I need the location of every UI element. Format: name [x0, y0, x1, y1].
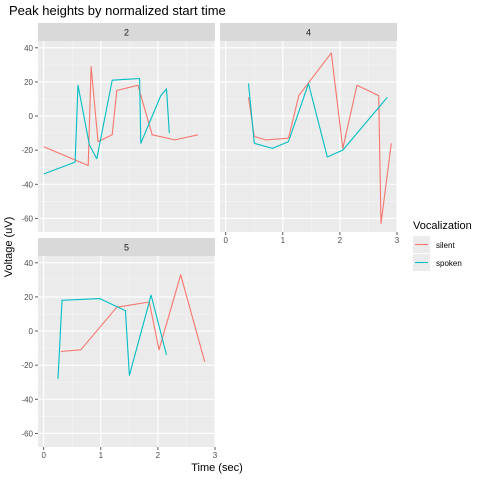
y-tick-label: 20: [24, 78, 33, 87]
facet-panel-4: 4 0 1 2 3: [220, 23, 400, 245]
facet-panel-2: 2 -60 -40 -20 0 20 40: [21, 23, 216, 232]
x-tick-label: 2: [338, 236, 343, 245]
facet-panel-5: 5 -60 -40 -20 0 20 40 0 1 2 3: [21, 238, 218, 460]
y-tick-label: 40: [24, 44, 33, 53]
panel-background: [220, 41, 397, 232]
y-tick-label: -40: [21, 180, 33, 189]
legend: Vocalization silent spoken: [413, 220, 472, 271]
y-tick-label: 40: [24, 259, 33, 268]
y-tick-label: -40: [21, 395, 33, 404]
x-tick-label: 0: [223, 236, 228, 245]
y-tick-label: 20: [24, 293, 33, 302]
facet-strip-label: 2: [124, 28, 129, 38]
legend-label-spoken: spoken: [436, 259, 462, 268]
facet-strip: [220, 23, 397, 41]
series-line-spoken: [57, 294, 168, 379]
panel-background: [38, 256, 215, 447]
series-line-silent: [43, 66, 199, 167]
x-tick-label: 2: [156, 451, 161, 460]
y-tick-label: -20: [21, 361, 33, 370]
x-tick-label: 1: [99, 451, 104, 460]
facet-strip: [38, 238, 215, 256]
y-tick-label: 0: [29, 327, 34, 336]
y-tick-label: -20: [21, 146, 33, 155]
chart-title: Peak heights by normalized start time: [9, 3, 226, 18]
panel-background: [38, 41, 215, 232]
series-line-silent: [247, 52, 392, 225]
facet-strip: [38, 23, 215, 41]
series-line-spoken: [43, 77, 170, 175]
series-line-spoken: [247, 83, 388, 158]
x-tick-label: 3: [395, 236, 400, 245]
legend-title: Vocalization: [413, 220, 472, 232]
facet-strip-label: 5: [124, 243, 129, 253]
legend-label-silent: silent: [436, 241, 455, 250]
y-tick-label: -60: [21, 429, 33, 438]
y-tick-label: 0: [29, 112, 34, 121]
x-axis-label: Time (sec): [191, 462, 243, 474]
y-axis-label: Voltage (uV): [3, 217, 15, 278]
x-tick-label: 1: [281, 236, 286, 245]
y-tick-label: -60: [21, 214, 33, 223]
x-tick-label: 0: [41, 451, 46, 460]
facet-strip-label: 4: [306, 28, 311, 38]
x-tick-label: 3: [213, 451, 218, 460]
